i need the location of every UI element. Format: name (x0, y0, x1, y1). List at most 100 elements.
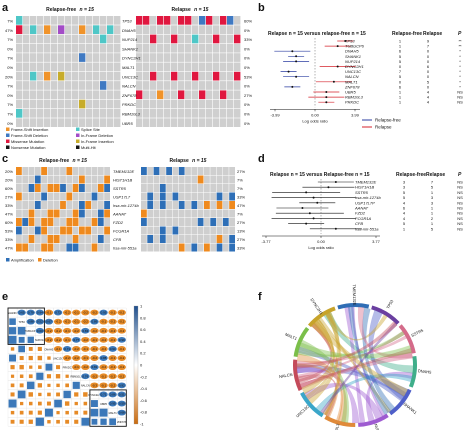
cnv-cell (79, 226, 85, 235)
cnv-cell (141, 235, 147, 243)
panel-d-relapse-count: 7 (431, 180, 434, 185)
matrix-value: -0.1 (83, 356, 89, 360)
oncoplot-cell (37, 99, 44, 109)
panel-d-p: NS (457, 211, 463, 216)
matrix-ellipse (117, 346, 126, 352)
oncoplot-cell (100, 43, 107, 53)
matrix-square (81, 417, 90, 426)
oncoplot-cell (100, 25, 107, 34)
oncoplot-cell (199, 81, 206, 90)
panel-d-gene-label: hsa-mir-1274b (355, 195, 381, 200)
oncoplot-cell (79, 53, 86, 62)
estimate-point (312, 217, 315, 220)
panel-a-gene-label: UBR5 (122, 121, 133, 126)
oncoplot-cell (199, 109, 206, 118)
cnv-cell (197, 226, 204, 235)
oncoplot-cell (65, 99, 72, 109)
matrix-ellipse (108, 309, 117, 316)
legend-swatch (76, 139, 80, 143)
panel-b-relapse-count: 4 (427, 90, 430, 95)
oncoplot-cell (114, 99, 121, 109)
panel-b-relapse-free-count: 1 (399, 95, 402, 100)
matrix-value: -0.2 (92, 374, 98, 378)
cnv-cell (153, 192, 160, 201)
matrix-value: 0.89 (92, 320, 98, 324)
matrix-square (47, 392, 51, 397)
cnv-cell (66, 243, 73, 252)
cnv-cell (97, 235, 104, 243)
matrix-square (56, 365, 61, 370)
cnv-cell (28, 243, 35, 252)
cnv-cell (91, 209, 98, 218)
oncoplot-cell (234, 90, 241, 100)
cnv-cell (22, 167, 29, 175)
oncoplot-cell (107, 81, 114, 90)
x-axis-title: Log odds ratio (302, 118, 328, 123)
cnv-cell (216, 201, 223, 209)
oncoplot-cell (213, 109, 220, 118)
matrix-ellipse (90, 309, 99, 316)
cnv-cell (66, 209, 73, 218)
oncoplot-cell (213, 16, 220, 25)
panel-e-colorbar: 1 0.8 0.6 0.4 0.2 0 -0.2 -0.4 -0.6 -0.8 -1 (133, 304, 148, 427)
oncoplot-cell (79, 81, 86, 90)
estimate-point (305, 222, 308, 225)
matrix-square (10, 347, 15, 351)
cnv-cell (16, 218, 22, 226)
oncoplot-cell (79, 25, 86, 34)
cnv-cell (60, 243, 66, 252)
matrix-ellipse (90, 327, 99, 334)
oncoplot-cell (23, 62, 30, 72)
cnv-cell (91, 175, 98, 184)
matrix-value: -0.2 (55, 329, 61, 333)
matrix-ellipse (108, 373, 117, 380)
estimate-point (334, 227, 337, 230)
cnv-cell (204, 243, 210, 252)
cnv-cell (147, 226, 154, 235)
cnv-cell (229, 209, 235, 218)
cnv-cell (216, 235, 223, 243)
cnv-cell (72, 226, 79, 235)
oncoplot-cell (51, 81, 58, 90)
matrix-square (9, 318, 16, 325)
oncoplot-cell (220, 25, 227, 34)
cnv-cell (172, 184, 179, 192)
cnv-cell (97, 209, 104, 218)
matrix-ellipse (99, 391, 108, 398)
oncoplot-cell (143, 109, 150, 118)
cnv-cell (34, 235, 41, 243)
oncoplot-cell (23, 81, 30, 90)
oncoplot-cell (86, 81, 93, 90)
estimate-point (308, 212, 311, 215)
cnv-cell (210, 226, 217, 235)
panel-b-relapse-free-count: 6 (399, 84, 402, 89)
oncoplot-cell (164, 118, 171, 127)
cnv-cell (166, 218, 172, 226)
matrix-ellipse (35, 318, 45, 325)
panel-c-left-pct: 20% (5, 177, 13, 182)
matrix-value: 0.60 (37, 329, 43, 333)
matrix-value: -0.2 (65, 356, 71, 360)
panel-a-left-pct: 20% (5, 74, 13, 79)
legend-swatch (76, 127, 80, 131)
matrix-square (65, 410, 69, 415)
oncoplot-cell (136, 34, 143, 44)
cnv-cell (79, 175, 85, 184)
oncoplot-cell (100, 118, 107, 127)
oncoplot-cell (23, 99, 30, 109)
matrix-square (36, 372, 44, 380)
oncoplot-cell (157, 90, 164, 100)
panel-b-relapse-count: 5 (427, 79, 430, 84)
oncoplot-cell (157, 81, 164, 90)
oncoplot-cell (58, 81, 65, 90)
oncoplot-cell (79, 71, 86, 81)
oncoplot-cell (37, 34, 44, 44)
matrix-value: -0.2 (92, 329, 98, 333)
oncoplot-cell (150, 118, 157, 127)
panel-c-left-n: n = 15 (73, 158, 88, 164)
oncoplot-cell (136, 109, 143, 118)
matrix-diagonal-label: NUP214 (35, 338, 45, 342)
matrix-value: -0.2 (119, 311, 125, 315)
cnv-cell (210, 175, 217, 184)
